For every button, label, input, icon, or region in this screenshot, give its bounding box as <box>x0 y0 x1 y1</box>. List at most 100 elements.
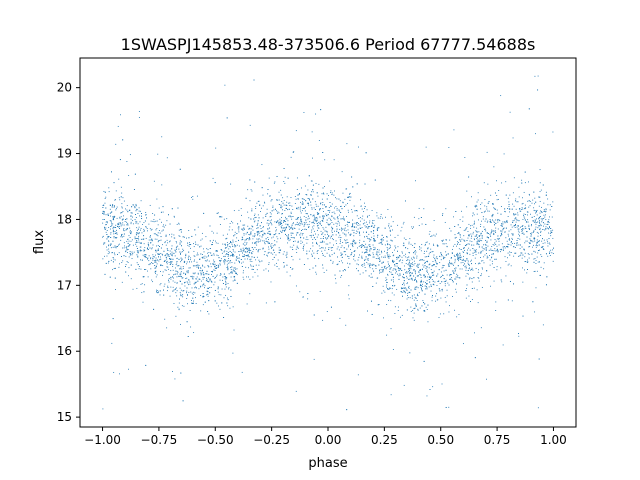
data-point <box>384 255 386 257</box>
data-point <box>232 352 234 354</box>
data-point <box>501 234 502 236</box>
data-point <box>359 239 361 241</box>
data-point <box>414 263 416 265</box>
data-point <box>171 261 173 263</box>
data-point <box>367 227 369 229</box>
data-point <box>283 220 285 222</box>
data-point <box>269 216 271 218</box>
data-point <box>365 246 367 248</box>
data-point <box>532 301 534 303</box>
data-point <box>366 221 367 223</box>
data-point <box>202 285 204 287</box>
data-point <box>378 227 380 229</box>
data-point <box>225 253 227 255</box>
data-point <box>326 252 328 254</box>
data-point <box>217 264 219 266</box>
data-point <box>301 221 303 223</box>
data-point <box>525 261 527 263</box>
data-point <box>274 244 276 246</box>
data-point <box>529 229 531 230</box>
data-point <box>356 222 358 223</box>
data-point <box>348 257 350 259</box>
data-point <box>272 245 274 247</box>
data-point <box>367 258 369 260</box>
data-point <box>170 276 172 278</box>
data-point <box>410 274 412 276</box>
data-point <box>509 251 511 253</box>
data-point <box>454 270 456 272</box>
data-point <box>398 275 400 277</box>
data-point <box>248 256 250 258</box>
data-point <box>357 270 359 272</box>
data-point <box>224 278 226 280</box>
data-point <box>341 230 343 232</box>
data-point <box>258 232 260 234</box>
data-point <box>263 240 265 242</box>
data-point <box>170 278 172 280</box>
data-point <box>552 249 554 251</box>
data-point <box>274 240 276 242</box>
data-point <box>441 255 443 257</box>
data-point <box>119 199 121 201</box>
data-point <box>241 214 242 216</box>
data-point <box>411 279 413 281</box>
data-point <box>381 266 383 268</box>
data-point <box>402 291 404 293</box>
data-point <box>341 228 343 230</box>
data-point <box>330 247 332 249</box>
data-point <box>307 239 309 241</box>
data-point <box>180 229 181 231</box>
data-point <box>483 262 485 264</box>
data-point <box>444 283 446 285</box>
data-point <box>179 242 181 244</box>
data-point <box>332 262 334 264</box>
data-point <box>458 260 459 262</box>
data-point <box>171 236 173 238</box>
data-point <box>543 239 545 241</box>
data-point <box>529 246 531 248</box>
data-point <box>271 237 273 239</box>
data-point <box>182 277 184 279</box>
data-point <box>113 216 115 218</box>
data-point <box>334 218 336 220</box>
data-point <box>137 228 139 230</box>
data-point <box>333 217 335 219</box>
data-point <box>175 270 177 272</box>
data-point <box>256 256 258 258</box>
data-point <box>150 242 152 244</box>
data-point <box>363 219 365 221</box>
data-point <box>463 252 465 253</box>
data-point <box>471 288 473 289</box>
data-point <box>373 246 375 248</box>
data-point <box>122 218 124 220</box>
data-point <box>384 227 386 229</box>
data-point <box>273 249 275 251</box>
data-point <box>531 253 533 255</box>
data-point <box>423 208 425 210</box>
data-point <box>466 284 468 286</box>
data-point <box>454 256 456 257</box>
data-point <box>521 229 523 231</box>
data-point <box>388 254 390 256</box>
data-point <box>322 152 324 153</box>
data-point <box>282 202 284 204</box>
data-point <box>454 260 456 262</box>
data-point <box>344 227 346 229</box>
data-point <box>245 239 247 241</box>
data-point <box>138 232 140 234</box>
data-point <box>298 194 300 195</box>
data-point <box>374 179 376 181</box>
data-point <box>152 256 154 257</box>
data-point <box>492 203 494 205</box>
data-point <box>545 211 547 213</box>
data-point <box>499 249 501 251</box>
data-point <box>509 280 511 282</box>
data-point <box>498 244 500 246</box>
data-point <box>193 300 194 302</box>
data-point <box>486 221 488 223</box>
data-point <box>543 225 544 227</box>
data-point <box>478 236 480 237</box>
data-point <box>372 268 374 270</box>
data-point <box>265 302 267 304</box>
data-point <box>366 246 368 248</box>
